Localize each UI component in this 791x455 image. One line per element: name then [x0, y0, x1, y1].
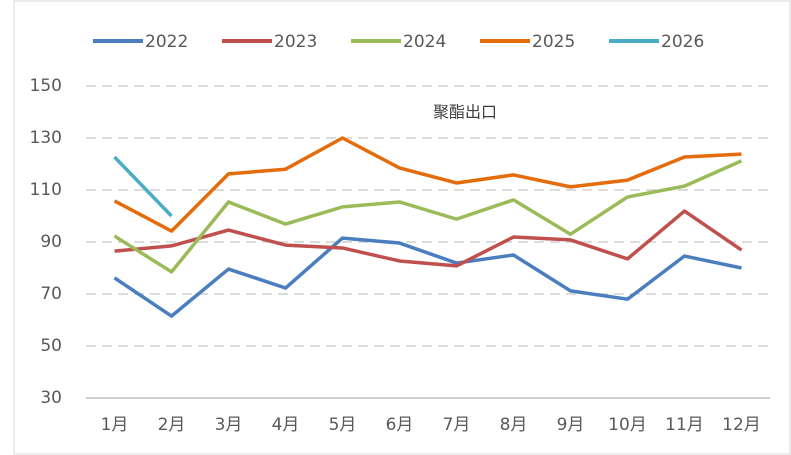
x-tick-label: 9月 — [557, 415, 585, 435]
legend-label: 2022 — [145, 32, 188, 52]
series-line — [113, 155, 173, 218]
y-tick-label: 150 — [30, 76, 62, 96]
y-tick-label: 110 — [30, 180, 62, 200]
y-tick-label: 70 — [40, 284, 62, 304]
y-tick-label: 130 — [30, 128, 62, 148]
x-tick-label: 3月 — [215, 415, 243, 435]
y-tick-label: 30 — [40, 388, 62, 408]
series-line — [114, 209, 743, 268]
x-tick-label: 10月 — [608, 415, 647, 435]
x-tick-label: 11月 — [665, 415, 704, 435]
chart-title: 聚酯出口 — [433, 103, 497, 122]
legend-label: 2025 — [532, 32, 575, 52]
series-line — [113, 236, 742, 318]
x-tick-label: 7月 — [443, 415, 471, 435]
x-tick-label: 6月 — [386, 415, 414, 435]
y-tick-label: 90 — [40, 232, 62, 252]
legend-label: 2024 — [403, 32, 446, 52]
x-tick-label: 8月 — [500, 415, 528, 435]
x-tick-label: 12月 — [722, 415, 761, 435]
chart-frame — [13, 0, 791, 455]
legend-label: 2023 — [274, 32, 317, 52]
x-tick-label: 2月 — [158, 415, 186, 435]
series-line — [113, 159, 743, 274]
x-tick-label: 1月 — [101, 415, 129, 435]
series-line — [113, 136, 742, 233]
x-tick-label: 5月 — [329, 415, 357, 435]
legend-label: 2026 — [661, 32, 704, 52]
y-tick-label: 50 — [40, 336, 62, 356]
x-tick-label: 4月 — [272, 415, 300, 435]
